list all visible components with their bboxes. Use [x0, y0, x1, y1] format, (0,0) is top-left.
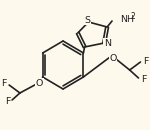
Text: 2: 2	[130, 11, 135, 21]
Text: O: O	[36, 79, 43, 87]
Text: F: F	[1, 80, 6, 89]
Text: NH: NH	[120, 15, 134, 24]
Text: O: O	[109, 54, 117, 63]
Text: F: F	[143, 57, 149, 66]
Text: F: F	[141, 74, 147, 83]
Text: N: N	[104, 38, 111, 47]
Text: S: S	[85, 15, 91, 24]
Text: F: F	[5, 96, 10, 106]
